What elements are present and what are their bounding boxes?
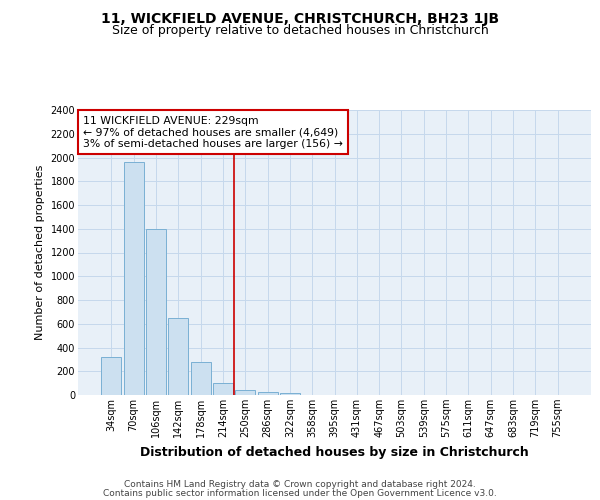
Text: 11, WICKFIELD AVENUE, CHRISTCHURCH, BH23 1JB: 11, WICKFIELD AVENUE, CHRISTCHURCH, BH23… (101, 12, 499, 26)
Text: Size of property relative to detached houses in Christchurch: Size of property relative to detached ho… (112, 24, 488, 37)
Bar (235, 390, 255, 395)
Bar (257, 392, 278, 395)
Bar (280, 393, 300, 395)
X-axis label: Distribution of detached houses by size in Christchurch: Distribution of detached houses by size … (140, 446, 529, 458)
Bar (213, 383, 233, 395)
Bar (191, 362, 211, 395)
Bar (124, 162, 144, 395)
Bar (168, 318, 188, 395)
Bar (146, 229, 166, 395)
Bar (101, 357, 121, 395)
Text: 11 WICKFIELD AVENUE: 229sqm
← 97% of detached houses are smaller (4,649)
3% of s: 11 WICKFIELD AVENUE: 229sqm ← 97% of det… (83, 116, 343, 149)
Text: Contains HM Land Registry data © Crown copyright and database right 2024.: Contains HM Land Registry data © Crown c… (124, 480, 476, 489)
Text: Contains public sector information licensed under the Open Government Licence v3: Contains public sector information licen… (103, 488, 497, 498)
Y-axis label: Number of detached properties: Number of detached properties (35, 165, 45, 340)
